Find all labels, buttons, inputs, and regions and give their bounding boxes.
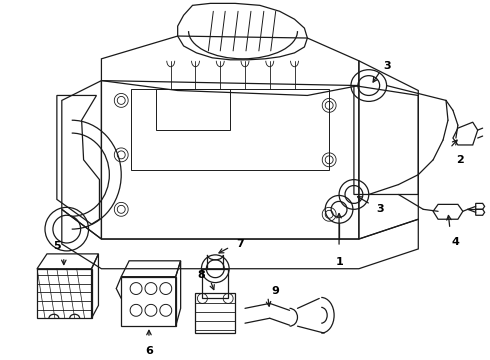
Text: 3: 3	[384, 61, 391, 71]
Text: 7: 7	[236, 239, 244, 249]
Text: 1: 1	[335, 257, 343, 267]
Text: 9: 9	[272, 285, 280, 296]
Text: 4: 4	[452, 237, 460, 247]
Text: 6: 6	[145, 346, 153, 356]
Text: 2: 2	[456, 155, 464, 165]
Text: 3: 3	[377, 204, 384, 214]
Text: 8: 8	[197, 270, 205, 280]
Text: 5: 5	[53, 241, 61, 251]
